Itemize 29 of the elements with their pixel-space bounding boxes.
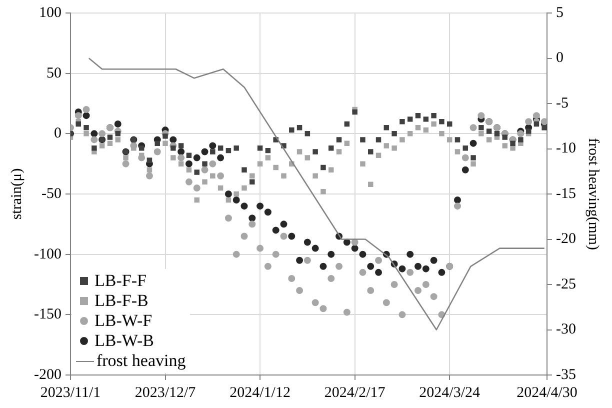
y-tick-label: 0 — [54, 126, 62, 142]
legend-label: LB-W-F — [94, 311, 152, 331]
x-tick-label: 2024/1/12 — [230, 384, 290, 401]
y2-tick-label: -5 — [556, 95, 569, 112]
y2-tick-label: -30 — [556, 322, 576, 338]
legend-label: frost heaving — [96, 351, 186, 371]
y-axis-title: strain(μ) — [8, 168, 25, 220]
y-tick-label: -200 — [34, 366, 62, 383]
y2-tick-label: -10 — [556, 140, 576, 157]
y-tick-label: -150 — [34, 306, 62, 323]
y2-tick-label: -25 — [556, 276, 576, 292]
legend-label: LB-W-B — [94, 331, 154, 351]
y-tick-label: 50 — [46, 65, 62, 82]
y-tick-label: -100 — [34, 246, 62, 262]
x-tick-label: 2024/2/17 — [324, 384, 386, 401]
y-tick-label: -50 — [41, 186, 62, 202]
y2-tick-label: -20 — [556, 231, 576, 248]
y-tick-label: 100 — [38, 4, 62, 21]
legend-label: LB-F-F — [94, 271, 146, 291]
y2-tick-label: 5 — [556, 4, 564, 21]
y2-axis-title: frost heaving(mm) — [585, 138, 602, 250]
x-tick-label: 2023/12/7 — [134, 384, 196, 401]
x-tick-label: 2023/11/1 — [40, 384, 101, 401]
y2-tick-label: -35 — [556, 366, 576, 383]
x-tick-label: 2024/3/24 — [419, 384, 481, 401]
y2-tick-label: -15 — [556, 186, 576, 202]
legend-label: LB-F-B — [94, 291, 148, 311]
x-tick-label: 2024/4/30 — [516, 384, 578, 401]
y2-tick-label: 0 — [556, 50, 564, 66]
